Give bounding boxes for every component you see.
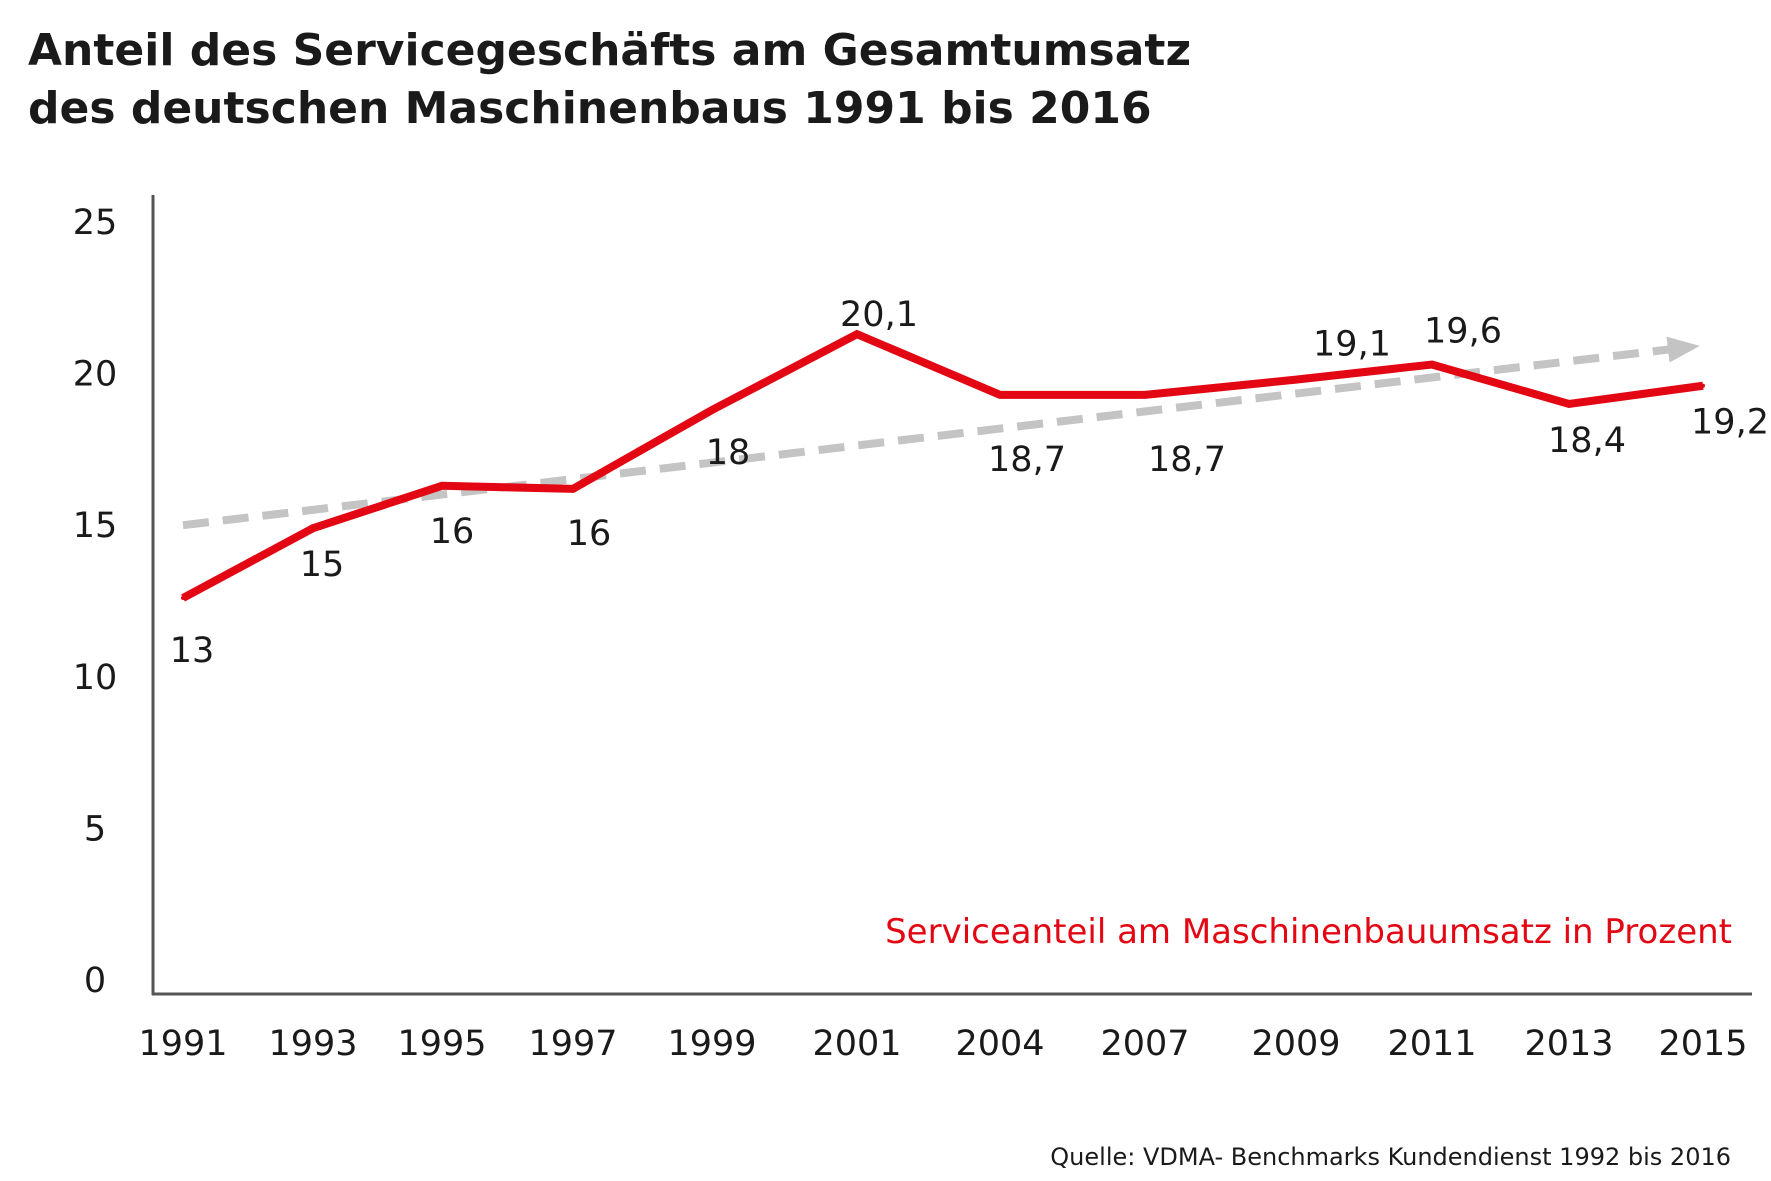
data-labels: 13 15 16 16 18 20,1 18,7 18,7 19,1 19,6 18,4 19,2: [170, 295, 1769, 671]
x-tick-label: 2001: [812, 1024, 901, 1064]
data-label: 16: [567, 514, 612, 554]
data-label: 19,2: [1691, 403, 1769, 443]
data-point: [1294, 377, 1298, 382]
x-tick-label: 2015: [1658, 1024, 1747, 1064]
data-label: 15: [300, 545, 345, 585]
x-tick-label: 2004: [955, 1024, 1044, 1064]
y-tick-label: 10: [73, 658, 118, 698]
y-tick-label: 15: [73, 506, 118, 546]
data-point: [311, 526, 315, 531]
x-tick-label: 2013: [1524, 1024, 1613, 1064]
trend-arrowhead: [1666, 336, 1700, 363]
trend-line: [182, 345, 1671, 530]
data-point: [710, 407, 714, 412]
data-label: 18,7: [988, 440, 1066, 480]
x-tick-label: 1999: [667, 1024, 756, 1064]
data-label: 19,1: [1313, 325, 1391, 365]
x-tick-label: 1991: [138, 1024, 227, 1064]
x-tick-label: 2009: [1251, 1024, 1340, 1064]
data-label: 18: [706, 433, 751, 473]
data-label: 18,7: [1148, 440, 1226, 480]
x-tick-label: 1995: [397, 1024, 486, 1064]
data-point: [998, 392, 1002, 397]
data-label: 19,6: [1424, 312, 1502, 352]
data-label: 16: [430, 512, 475, 552]
data-label: 18,4: [1548, 421, 1626, 461]
data-point: [1567, 401, 1571, 406]
x-tick-label: 2011: [1387, 1024, 1476, 1064]
legend-label: Serviceanteil am Maschinenbauumsatz in P…: [885, 912, 1732, 952]
data-label: 20,1: [840, 295, 918, 335]
data-point: [1701, 383, 1705, 388]
data-label: 13: [170, 631, 215, 671]
data-point: [440, 483, 444, 488]
x-tick-label: 1997: [528, 1024, 617, 1064]
data-point: [1430, 362, 1434, 367]
y-tick-label: 0: [84, 961, 106, 1001]
series-line: [181, 329, 1704, 602]
series-group: [181, 329, 1705, 602]
x-tick-label: 1993: [268, 1024, 357, 1064]
y-tick-label: 20: [73, 355, 118, 395]
data-point: [181, 595, 185, 600]
x-tick-label: 2007: [1100, 1024, 1189, 1064]
x-tick-labels: 1991 1993 1995 1997 1999 2001 2004 2007 2009 2011…: [138, 1024, 1747, 1064]
data-point: [571, 486, 575, 491]
chart-title-line1: Anteil des Servicegeschäfts am Gesamtums…: [28, 25, 1192, 76]
y-tick-label: 25: [73, 203, 118, 243]
chart-title: Anteil des Servicegeschäfts am Gesamtums…: [28, 22, 1191, 138]
data-point: [1143, 392, 1147, 397]
trend-line-group: [182, 336, 1700, 530]
source-note: Quelle: VDMA- Benchmarks Kundendienst 19…: [1050, 1143, 1731, 1171]
y-tick-labels: 0 5 10 15 20 25: [73, 203, 118, 1001]
data-point: [855, 332, 859, 337]
chart-title-line2: des deutschen Maschinenbaus 1991 bis 201…: [28, 83, 1152, 134]
y-tick-label: 5: [84, 809, 106, 849]
